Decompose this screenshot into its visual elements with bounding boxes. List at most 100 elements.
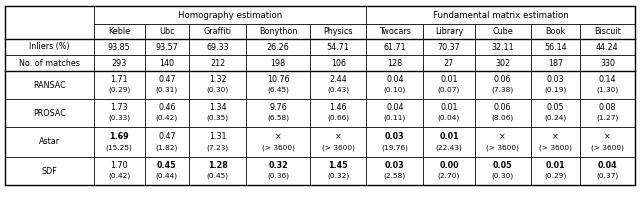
- Text: 54.71: 54.71: [327, 43, 349, 51]
- Text: 330: 330: [600, 59, 615, 67]
- Text: 1.28: 1.28: [208, 162, 228, 170]
- Text: 1.45: 1.45: [328, 162, 348, 170]
- Text: (0.44): (0.44): [156, 173, 178, 179]
- Text: 1.70: 1.70: [110, 162, 128, 170]
- Text: (2.70): (2.70): [438, 173, 460, 179]
- Text: 0.04: 0.04: [598, 162, 617, 170]
- Text: Graffiti: Graffiti: [204, 27, 232, 36]
- Text: 1.71: 1.71: [110, 75, 128, 84]
- Text: 0.06: 0.06: [494, 103, 511, 113]
- Text: (1.82): (1.82): [156, 144, 178, 151]
- Text: (6.58): (6.58): [267, 115, 289, 121]
- Text: Biscuit: Biscuit: [594, 27, 621, 36]
- Text: (0.19): (0.19): [544, 87, 566, 93]
- Text: (0.45): (0.45): [207, 173, 228, 179]
- Text: 93.57: 93.57: [156, 43, 179, 51]
- Text: (> 3600): (> 3600): [486, 144, 519, 151]
- Text: 9.76: 9.76: [269, 103, 287, 113]
- Text: Inliers (%): Inliers (%): [29, 43, 70, 51]
- Text: (2.58): (2.58): [384, 173, 406, 179]
- Text: (0.42): (0.42): [108, 173, 131, 179]
- Text: No. of matches: No. of matches: [19, 59, 80, 67]
- Text: 0.03: 0.03: [547, 75, 564, 84]
- Text: 106: 106: [331, 59, 346, 67]
- Text: 1.46: 1.46: [330, 103, 347, 113]
- Text: (0.29): (0.29): [544, 173, 566, 179]
- Text: 1.73: 1.73: [110, 103, 128, 113]
- Text: 0.01: 0.01: [440, 103, 458, 113]
- Text: (7.23): (7.23): [207, 144, 228, 151]
- Text: (0.10): (0.10): [383, 87, 406, 93]
- Text: 0.01: 0.01: [440, 75, 458, 84]
- Text: Keble: Keble: [108, 27, 131, 36]
- Text: 69.33: 69.33: [206, 43, 229, 51]
- Text: 0.03: 0.03: [385, 132, 404, 141]
- Text: 2.44: 2.44: [330, 75, 347, 84]
- Text: (19.76): (19.76): [381, 144, 408, 151]
- Text: (> 3600): (> 3600): [262, 144, 294, 151]
- Text: PROSAC: PROSAC: [33, 108, 66, 118]
- Text: (1.30): (1.30): [596, 87, 619, 93]
- Text: Ubc: Ubc: [159, 27, 175, 36]
- Text: (> 3600): (> 3600): [539, 144, 572, 151]
- Text: ×: ×: [275, 132, 282, 141]
- Text: (> 3600): (> 3600): [322, 144, 355, 151]
- Text: ×: ×: [604, 132, 611, 141]
- Text: (0.35): (0.35): [207, 115, 228, 121]
- Text: Astar: Astar: [39, 138, 60, 146]
- Text: (0.37): (0.37): [596, 173, 619, 179]
- Text: 0.08: 0.08: [598, 103, 616, 113]
- Text: 0.05: 0.05: [493, 162, 513, 170]
- Text: (0.32): (0.32): [327, 173, 349, 179]
- Text: Library: Library: [435, 27, 463, 36]
- Text: (8.06): (8.06): [492, 115, 514, 121]
- Text: (1.27): (1.27): [596, 115, 619, 121]
- Text: Book: Book: [545, 27, 565, 36]
- Text: 10.76: 10.76: [267, 75, 289, 84]
- Text: 1.31: 1.31: [209, 132, 227, 141]
- Text: (22.43): (22.43): [435, 144, 462, 151]
- Text: 0.00: 0.00: [439, 162, 459, 170]
- Text: 302: 302: [495, 59, 510, 67]
- Text: 0.04: 0.04: [386, 103, 404, 113]
- Text: 1.69: 1.69: [109, 132, 129, 141]
- Text: (0.11): (0.11): [383, 115, 406, 121]
- Text: 198: 198: [271, 59, 285, 67]
- Text: Physics: Physics: [323, 27, 353, 36]
- Text: 293: 293: [111, 59, 127, 67]
- Text: ×: ×: [499, 132, 506, 141]
- Text: ×: ×: [552, 132, 559, 141]
- Text: (6.45): (6.45): [267, 87, 289, 93]
- Text: 0.45: 0.45: [157, 162, 177, 170]
- Text: (7.38): (7.38): [492, 87, 514, 93]
- Text: RANSAC: RANSAC: [33, 81, 66, 89]
- Text: 0.47: 0.47: [158, 132, 176, 141]
- Text: (0.07): (0.07): [438, 87, 460, 93]
- Text: 44.24: 44.24: [596, 43, 619, 51]
- Text: 212: 212: [210, 59, 225, 67]
- Text: 26.26: 26.26: [267, 43, 289, 51]
- Text: 128: 128: [387, 59, 403, 67]
- Text: (15.25): (15.25): [106, 144, 132, 151]
- Text: 61.71: 61.71: [383, 43, 406, 51]
- Text: 0.01: 0.01: [439, 132, 459, 141]
- Text: 70.37: 70.37: [438, 43, 460, 51]
- Text: (0.24): (0.24): [544, 115, 566, 121]
- Text: (0.31): (0.31): [156, 87, 178, 93]
- Text: (0.43): (0.43): [327, 87, 349, 93]
- Text: 0.47: 0.47: [158, 75, 176, 84]
- Text: 27: 27: [444, 59, 454, 67]
- Text: 0.06: 0.06: [494, 75, 511, 84]
- Text: (0.30): (0.30): [492, 173, 514, 179]
- Text: Fundamental matrix estimation: Fundamental matrix estimation: [433, 11, 568, 19]
- Text: Cube: Cube: [492, 27, 513, 36]
- Text: 0.01: 0.01: [545, 162, 565, 170]
- Text: (0.33): (0.33): [108, 115, 131, 121]
- Text: (0.29): (0.29): [108, 87, 131, 93]
- Text: 1.32: 1.32: [209, 75, 227, 84]
- Text: SDF: SDF: [42, 167, 57, 175]
- Text: 140: 140: [159, 59, 175, 67]
- Text: Bonython: Bonython: [259, 27, 298, 36]
- Text: (0.04): (0.04): [438, 115, 460, 121]
- Text: 0.46: 0.46: [158, 103, 175, 113]
